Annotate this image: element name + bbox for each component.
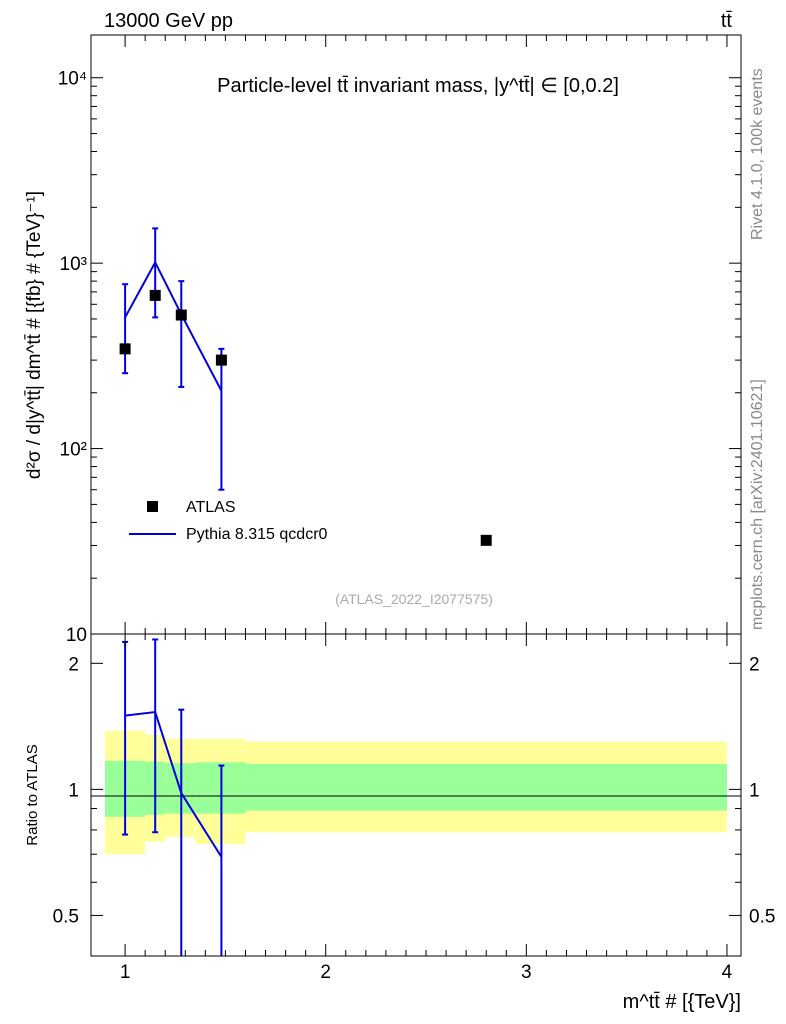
main-axis-ticks: 10 10² 10³ 10⁴ — [58, 35, 741, 646]
ratio-error-bars — [122, 638, 225, 956]
legend-data-marker — [147, 501, 158, 512]
plot-title: Particle-level tt̄ invariant mass, |y^tt… — [217, 75, 619, 97]
process-label: tt̄ — [721, 10, 733, 32]
legend: ATLAS Pythia 8.315 qcdcr0 — [129, 499, 328, 543]
data-markers — [119, 289, 492, 546]
ratio-axis-ticks: 0.5 0.5 1 1 2 2 1 2 3 4 — [53, 634, 775, 983]
data-point — [175, 309, 187, 321]
ratio-y-tick-label-right: 1 — [749, 780, 760, 801]
main-plot-panel: 10 10² 10³ 10⁴ Particle-level tt̄ invariant… — [24, 34, 742, 646]
x-axis-label: m^tt̄ # [{TeV}] — [623, 991, 741, 1013]
mcplots-label: mcplots.cern.ch [arXiv:2401.10621] — [749, 379, 766, 630]
ratio-frame — [90, 633, 742, 957]
rivet-label: Rivet 4.1.0, 100k events — [749, 68, 766, 240]
main-y-axis-label: d²σ / d|y^tt̄| dm^tt̄ # [{fb} # {TeV}⁻¹] — [24, 191, 45, 479]
ratio-mc-line — [124, 710, 223, 858]
y-tick-label: 10³ — [60, 254, 87, 275]
ratio-y-tick-label: 1 — [68, 780, 79, 801]
ratio-plot-panel: 0.5 0.5 1 1 2 2 1 2 3 4 Ratio to ATLAS m^tt̄ # [{… — [24, 633, 775, 1013]
ratio-y-axis-label: Ratio to ATLAS — [24, 744, 41, 845]
mc-error-bars — [122, 227, 225, 491]
uncertainty-bands — [105, 730, 727, 855]
inner-band-segment — [195, 762, 246, 814]
inner-band-segment — [245, 763, 727, 811]
analysis-reference: (ATLAS_2022_I2077575) — [335, 591, 493, 607]
x-tick-label: 4 — [722, 962, 733, 983]
x-tick-label: 3 — [521, 962, 532, 983]
data-point — [149, 289, 161, 301]
data-point — [480, 534, 492, 546]
ratio-y-tick-label: 0.5 — [53, 906, 79, 927]
y-tick-label: 10 — [66, 625, 87, 646]
energy-label: 13000 GeV pp — [104, 10, 233, 32]
data-point — [215, 354, 227, 366]
x-tick-label: 1 — [120, 962, 131, 983]
data-point — [119, 343, 131, 355]
y-tick-label: 10² — [60, 440, 87, 461]
y-tick-label: 10⁴ — [58, 69, 87, 90]
legend-data-label: ATLAS — [186, 499, 236, 516]
main-frame — [90, 34, 742, 635]
ratio-y-tick-label-right: 0.5 — [749, 906, 775, 927]
mc-line — [124, 260, 223, 392]
ratio-y-tick-label: 2 — [68, 654, 79, 675]
ratio-y-tick-label-right: 2 — [749, 654, 760, 675]
legend-mc-label: Pythia 8.315 qcdcr0 — [186, 526, 328, 543]
x-tick-label: 2 — [320, 962, 331, 983]
